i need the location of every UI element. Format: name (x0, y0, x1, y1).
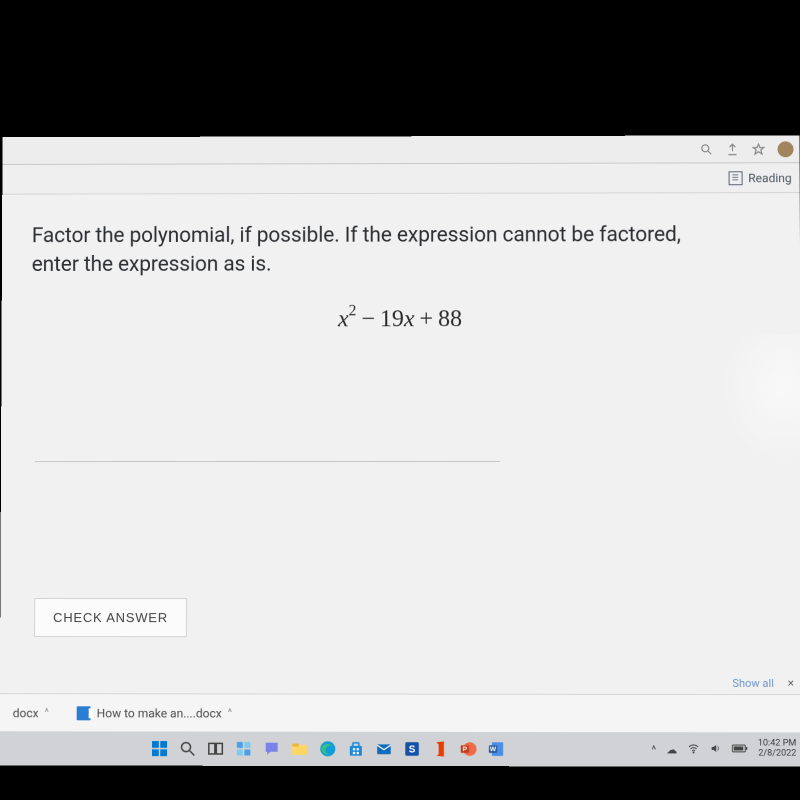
share-icon[interactable] (725, 142, 739, 156)
clock[interactable]: 10:42 PM 2/8/2022 (758, 740, 797, 760)
download-ext-label: docx (13, 706, 39, 720)
equation-display: x2−19x+88 (31, 304, 770, 334)
widgets-icon[interactable] (233, 738, 255, 760)
browser-toolbar (2, 135, 799, 165)
close-downloads-icon[interactable]: × (788, 676, 795, 690)
word-icon[interactable]: W (485, 738, 507, 760)
search-icon[interactable] (177, 738, 199, 760)
answer-input-line[interactable] (35, 461, 500, 462)
start-button[interactable] (149, 738, 171, 760)
prompt-line-2: enter the expression as is. (32, 253, 272, 277)
cloud-icon[interactable]: ☁ (666, 743, 677, 756)
star-icon[interactable] (751, 142, 765, 156)
chat-icon[interactable] (261, 738, 283, 760)
mail-icon[interactable] (373, 738, 395, 760)
download-item-2[interactable]: How to make an....docx ^ (68, 701, 241, 725)
powerpoint-icon[interactable]: P (457, 738, 479, 760)
download-file-label: How to make an....docx (97, 706, 222, 720)
office-icon[interactable] (429, 738, 451, 760)
profile-avatar[interactable] (777, 141, 793, 157)
word-doc-icon (77, 706, 91, 720)
windows-taskbar: S P W ^ ☁ 10:42 PM (0, 731, 800, 766)
app-icon-s[interactable]: S (401, 738, 423, 760)
check-answer-button[interactable]: CHECK ANSWER (34, 598, 187, 637)
store-icon[interactable] (345, 738, 367, 760)
tray-chevron-icon[interactable]: ^ (651, 743, 656, 756)
zoom-icon[interactable] (699, 142, 713, 156)
show-all-link[interactable]: Show all (732, 677, 774, 690)
svg-text:W: W (490, 746, 497, 753)
question-prompt: Factor the polynomial, if possible. If t… (32, 221, 770, 281)
battery-icon[interactable] (732, 743, 748, 756)
chevron-up-icon[interactable]: ^ (228, 707, 232, 718)
date-text: 2/8/2022 (758, 750, 796, 760)
svg-text:P: P (463, 746, 468, 753)
monitor-screen: ☰ Reading Factor the polynomial, if poss… (0, 135, 800, 766)
edge-icon[interactable] (317, 738, 339, 760)
download-item-1[interactable]: docx ^ (4, 701, 58, 725)
task-view-icon[interactable] (205, 738, 227, 760)
volume-icon[interactable] (709, 742, 721, 757)
system-tray: ^ ☁ 10:42 PM 2/8/2022 (651, 739, 796, 759)
svg-text:S: S (409, 745, 416, 756)
prompt-line-1: Factor the polynomial, if possible. If t… (32, 223, 681, 248)
explorer-icon[interactable] (289, 738, 311, 760)
wifi-icon[interactable] (687, 742, 699, 757)
question-content: Factor the polynomial, if possible. If t… (0, 193, 800, 694)
browser-downloads-bar: docx ^ How to make an....docx ^ (0, 693, 800, 732)
reading-mode-icon[interactable]: ☰ (728, 171, 742, 185)
reading-mode-label[interactable]: Reading (748, 171, 791, 185)
document-mode-bar: ☰ Reading (2, 163, 799, 194)
chevron-up-icon[interactable]: ^ (45, 707, 49, 718)
taskbar-center: S P W (6, 737, 652, 760)
